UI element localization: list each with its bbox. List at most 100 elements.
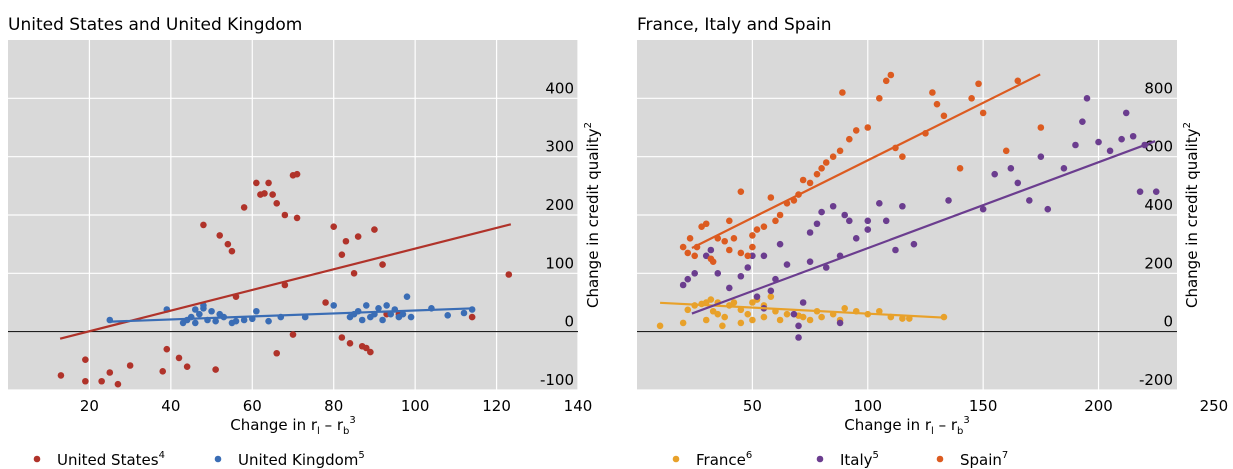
point [783, 310, 791, 318]
point [191, 306, 199, 313]
point [707, 246, 715, 254]
point [468, 313, 476, 321]
y-tick-label: 200 [1144, 254, 1173, 272]
point [822, 159, 830, 166]
point [707, 296, 715, 303]
point [933, 100, 941, 108]
point [760, 252, 768, 260]
point [721, 313, 728, 321]
point [1002, 147, 1010, 155]
point [253, 307, 260, 315]
point [730, 299, 738, 306]
point [945, 197, 952, 204]
x-tick-label: 150 [969, 397, 998, 415]
point [679, 243, 687, 251]
point [818, 313, 825, 321]
point [273, 349, 281, 357]
point [1122, 109, 1130, 117]
point [460, 309, 468, 317]
point [330, 223, 338, 230]
point [726, 246, 733, 254]
point [767, 194, 775, 201]
point [841, 305, 848, 312]
point [656, 322, 664, 330]
point [200, 221, 207, 229]
point [864, 226, 872, 233]
point [1037, 124, 1045, 131]
point [714, 310, 722, 318]
point [737, 319, 745, 327]
point [684, 306, 692, 314]
point [749, 316, 756, 324]
point [322, 299, 329, 306]
point [795, 322, 802, 330]
point [403, 293, 411, 300]
y-tick-label: 400 [545, 79, 574, 97]
point [767, 287, 775, 295]
point [216, 232, 224, 239]
point [829, 202, 837, 210]
point [362, 344, 370, 352]
point [346, 340, 354, 347]
point [929, 89, 936, 96]
legend-label: United States4 [57, 450, 165, 469]
x-tick-label: 200 [1084, 397, 1113, 415]
point [281, 281, 289, 289]
y-tick-label: 200 [545, 196, 574, 214]
point [709, 258, 717, 265]
point [1079, 118, 1086, 125]
point [265, 179, 272, 187]
point [806, 179, 814, 187]
point [975, 80, 982, 88]
x-axis-label: Change in rl – rb3 [844, 415, 970, 437]
point [686, 235, 694, 242]
point [1037, 153, 1045, 160]
point [753, 293, 761, 300]
point [892, 246, 899, 254]
point [799, 299, 807, 306]
point [737, 249, 745, 257]
point [767, 293, 775, 300]
point [367, 348, 374, 356]
point [358, 316, 366, 324]
point [702, 316, 710, 324]
y-tick-label: 100 [545, 254, 574, 272]
point [212, 366, 219, 373]
point [899, 153, 906, 160]
point [240, 204, 248, 211]
y-tick-label: 0 [1163, 313, 1173, 331]
point [910, 240, 918, 248]
y-tick-label: 400 [1144, 196, 1173, 214]
point [1136, 188, 1144, 195]
point [691, 270, 698, 277]
point [795, 334, 802, 341]
point [375, 305, 382, 312]
x-tick-label: 40 [161, 397, 180, 415]
point [505, 271, 513, 278]
point [293, 214, 301, 222]
y-axis-label: Change in credit quality2 [1182, 122, 1201, 308]
point [749, 252, 756, 260]
point [82, 377, 89, 385]
point [399, 310, 407, 318]
point [183, 363, 191, 370]
point [338, 251, 346, 258]
point [684, 275, 692, 283]
point [240, 316, 248, 324]
point [1072, 141, 1079, 149]
point [212, 317, 219, 325]
point [82, 356, 89, 363]
legend-label: Spain7 [960, 450, 1008, 469]
x-tick-label: 250 [1200, 397, 1229, 415]
point [899, 202, 906, 210]
point [737, 188, 745, 195]
point [114, 380, 122, 388]
point [98, 377, 105, 385]
point [289, 331, 297, 338]
point [159, 368, 167, 375]
y-tick-label: 800 [1144, 79, 1173, 97]
y-tick-label: -200 [1139, 371, 1173, 389]
fit-line [108, 307, 474, 323]
point [338, 334, 346, 341]
x-tick-label: 120 [482, 397, 511, 415]
